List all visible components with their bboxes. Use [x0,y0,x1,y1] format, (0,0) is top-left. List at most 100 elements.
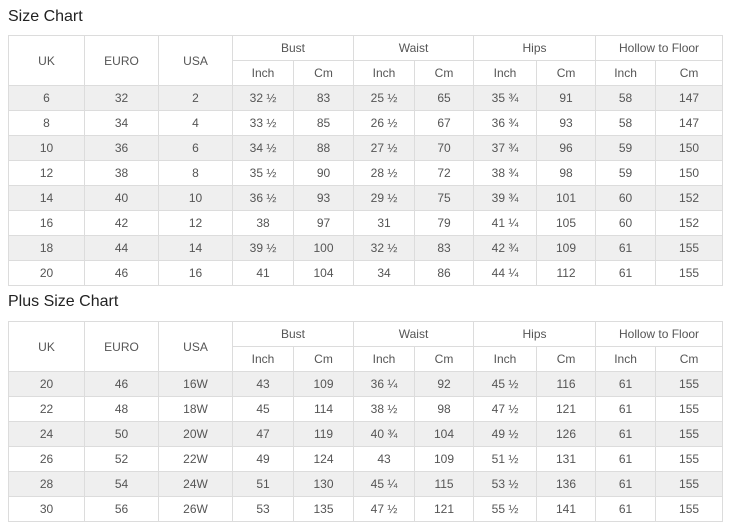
table-cell: 97 [292,210,355,236]
table-cell: 88 [292,135,355,161]
table-cell: 26 ½ [353,110,416,136]
table-cell: 10 [8,135,85,161]
table-cell: 72 [414,160,475,186]
column-header-usa: USA [158,35,233,86]
table-cell: 31 [353,210,416,236]
table-cell: 2 [158,85,233,111]
table-cell: 61 [595,446,657,472]
column-header-hips-cm: Cm [536,60,597,86]
column-header-bust: Bust [231,35,355,61]
table-cell: 56 [84,496,159,522]
table-cell: 83 [292,85,355,111]
table-cell: 59 [595,160,657,186]
table-cell: 12 [8,160,85,186]
table-cell: 43 [353,446,416,472]
table-cell: 26 [8,446,85,472]
table-cell: 50 [84,421,159,447]
table-cell: 147 [655,85,724,111]
table-cell: 136 [536,471,597,497]
header-row-units: Inch Cm Inch Cm Inch Cm Inch Cm [9,60,724,86]
column-header-hollow-to-floor: Hollow to Floor [595,321,724,347]
table-cell: 96 [536,135,597,161]
table-row: 8 34 4 33 ½ 85 26 ½ 67 36 ¾ 93 58 147 [8,110,724,136]
column-header-hollow-to-floor: Hollow to Floor [595,35,724,61]
table-cell: 37 ¾ [473,135,538,161]
table-cell: 46 [84,371,159,397]
table-cell: 16 [158,260,233,286]
column-header-hips: Hips [473,35,597,61]
table-cell: 36 ½ [232,185,294,211]
table-cell: 24W [158,471,233,497]
column-header-bust: Bust [231,321,355,347]
table-cell: 150 [655,135,724,161]
table-cell: 25 ½ [353,85,416,111]
table-cell: 44 [84,235,159,261]
table-cell: 61 [595,396,657,422]
table-cell: 61 [595,421,657,447]
table-cell: 54 [84,471,159,497]
table-row: 24 50 20W 47 119 40 ¾ 104 49 ½ 126 61 155 [8,421,724,447]
table-cell: 44 ¼ [473,260,538,286]
table-cell: 155 [655,446,724,472]
table-cell: 22W [158,446,233,472]
table-cell: 6 [8,85,85,111]
table-cell: 67 [414,110,475,136]
table-cell: 32 [84,85,159,111]
column-header-waist-inch: Inch [353,346,416,372]
table-cell: 100 [292,235,355,261]
table-cell: 75 [414,185,475,211]
table-row: 20 46 16 41 104 34 86 44 ¼ 112 61 155 [8,260,724,286]
table-cell: 61 [595,471,657,497]
plus-size-chart-table: UK EURO USA Bust Waist Hips Hollow to Fl… [8,321,724,522]
table-cell: 43 [232,371,294,397]
table-cell: 152 [655,185,724,211]
size-chart-header: UK EURO USA Bust Waist Hips Hollow to Fl… [8,35,724,86]
table-cell: 8 [158,160,233,186]
table-cell: 119 [292,421,355,447]
table-cell: 14 [158,235,233,261]
table-cell: 61 [595,496,657,522]
column-header-hips-inch: Inch [473,346,538,372]
table-cell: 51 ½ [473,446,538,472]
table-cell: 35 ½ [232,160,294,186]
table-cell: 114 [292,396,355,422]
table-cell: 34 [84,110,159,136]
table-cell: 49 [232,446,294,472]
table-cell: 121 [414,496,475,522]
header-row-groups: UK EURO USA Bust Waist Hips Hollow to Fl… [8,35,724,86]
table-cell: 30 [8,496,85,522]
table-cell: 53 ½ [473,471,538,497]
table-cell: 112 [536,260,597,286]
table-cell: 98 [414,396,475,422]
table-cell: 121 [536,396,597,422]
table-cell: 40 [84,185,159,211]
table-cell: 28 ½ [353,160,416,186]
table-cell: 109 [292,371,355,397]
table-cell: 91 [536,85,597,111]
table-cell: 39 ¾ [473,185,538,211]
table-cell: 8 [8,110,85,136]
column-header-hollow-cm: Cm [655,60,724,86]
table-row: 28 54 24W 51 130 45 ¼ 115 53 ½ 136 61 155 [8,471,724,497]
table-cell: 48 [84,396,159,422]
column-header-waist: Waist [353,35,475,61]
table-cell: 22 [8,396,85,422]
size-chart-body: 6 32 2 32 ½ 83 25 ½ 65 35 ¾ 91 58 147 8 34 4 33 ½ 85 26 … [8,85,724,286]
table-cell: 93 [292,185,355,211]
column-header-bust-inch: Inch [232,346,294,372]
table-cell: 79 [414,210,475,236]
table-cell: 4 [158,110,233,136]
table-cell: 38 ½ [353,396,416,422]
table-cell: 38 ¾ [473,160,538,186]
header-row-units: Inch Cm Inch Cm Inch Cm Inch Cm [9,346,724,372]
table-cell: 70 [414,135,475,161]
table-cell: 14 [8,185,85,211]
column-header-waist-cm: Cm [414,60,475,86]
table-cell: 152 [655,210,724,236]
column-header-bust-cm: Cm [292,60,355,86]
table-row: 30 56 26W 53 135 47 ½ 121 55 ½ 141 61 155 [8,496,724,522]
table-cell: 45 [232,396,294,422]
table-cell: 20 [8,260,85,286]
table-cell: 98 [536,160,597,186]
